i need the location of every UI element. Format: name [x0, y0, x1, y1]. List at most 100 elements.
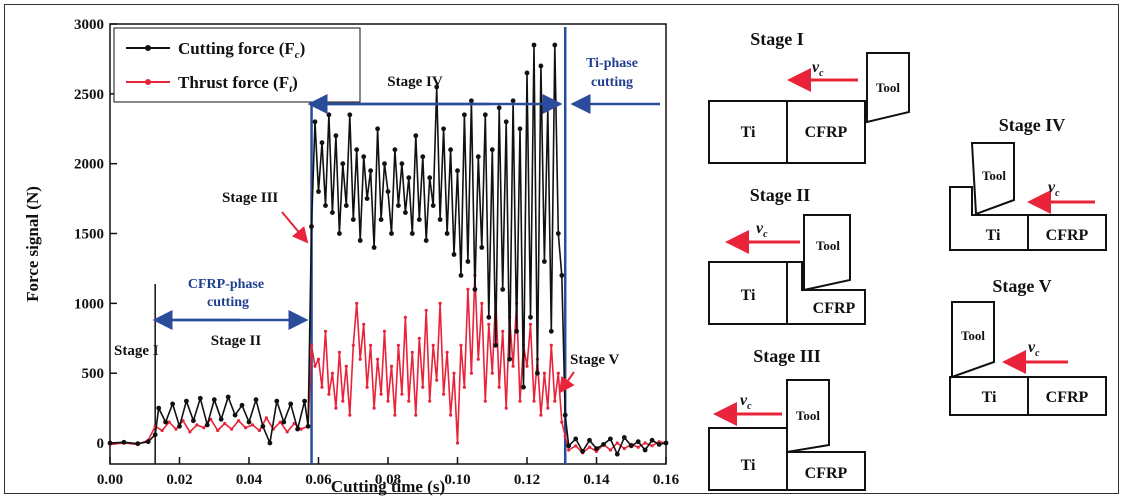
cutting-force-point — [416, 217, 422, 223]
cutting-force-point — [587, 437, 592, 443]
cutting-force-point — [260, 423, 266, 429]
series-layer — [107, 42, 669, 457]
cutting-force-point — [469, 98, 474, 104]
thrust-force-point — [330, 371, 334, 375]
cutting-force-point — [288, 401, 294, 407]
thrust-force-point — [546, 406, 550, 410]
cutting-force-point — [437, 217, 443, 223]
thrust-force-point — [250, 423, 255, 427]
cutting-force-point — [420, 154, 426, 160]
cutting-force-point — [184, 398, 189, 404]
stage2-title: Stage II — [750, 185, 811, 205]
cutting-force-point — [312, 119, 318, 125]
stage1-ti-label: Ti — [741, 124, 756, 141]
thrust-force-point — [309, 343, 314, 347]
x-tick-label: 0.04 — [236, 472, 263, 488]
thrust-force-point — [209, 417, 213, 421]
cutting-force-point — [493, 342, 499, 348]
stage3-label: Stage III — [222, 190, 278, 206]
x-tick-label: 0.12 — [514, 472, 540, 488]
stage5-title: Stage V — [992, 276, 1051, 296]
thrust-force-point — [216, 428, 220, 433]
cutting-force-point — [211, 397, 217, 403]
cutting-force-point — [656, 442, 662, 447]
cutting-force-point — [517, 126, 523, 132]
stage5-cfrp-block — [1027, 376, 1107, 416]
stage1-diagram: Stage I Ti CFRP Tool vc — [708, 29, 910, 164]
thrust-force-point — [313, 364, 317, 368]
stage2-vc-label: vc — [756, 220, 768, 240]
cutting-force-point — [472, 287, 478, 292]
cutting-force-point — [441, 126, 446, 132]
x-tick-label: 0.08 — [375, 472, 401, 488]
cutting-force-point — [562, 412, 568, 418]
cutting-force-point — [649, 437, 655, 443]
cutting-force-point — [357, 238, 363, 243]
cutting-force-point — [614, 451, 620, 457]
x-tick-label: 0.14 — [583, 472, 610, 488]
cutting-force-point — [305, 423, 311, 429]
thrust-force-point — [469, 371, 473, 375]
cutting-force-point — [555, 231, 561, 236]
cutting-force-point — [225, 394, 231, 400]
cutting-force-point — [399, 161, 405, 167]
stage1-tool — [866, 52, 910, 124]
thrust-force-point — [487, 322, 491, 326]
thrust-force-point — [174, 427, 178, 431]
cutting-force-point — [444, 231, 450, 236]
y-tick-label: 1000 — [74, 296, 104, 312]
cutting-force-point — [486, 314, 492, 320]
cutting-force-point — [548, 328, 554, 334]
stage5-label: Stage V — [570, 352, 619, 368]
y-axis-label: Force signal (N) — [23, 186, 42, 302]
thrust-force-point — [442, 392, 446, 396]
cutting-force-point — [482, 112, 488, 118]
thrust-force-point — [351, 343, 355, 347]
thrust-force-point — [382, 329, 387, 333]
stage1-vc-label: vc — [812, 59, 824, 79]
cutting-force-point — [392, 147, 398, 153]
cutting-force-point — [503, 119, 509, 125]
cutting-force-point — [559, 273, 565, 278]
thrust-force-point — [327, 392, 331, 396]
thrust-force-point — [341, 399, 345, 403]
cutting-force-point — [330, 210, 335, 216]
thrust-force-point — [435, 378, 439, 382]
cutting-force-point — [552, 42, 558, 48]
stage5-tool-label: Tool — [961, 328, 985, 343]
cutting-force-point — [121, 439, 127, 445]
cutting-force-point — [378, 217, 384, 223]
thrust-force-point — [431, 343, 435, 347]
stage1-tool-label: Tool — [876, 80, 900, 95]
cutting-force-point — [135, 441, 141, 447]
x-tick-label: 0.02 — [166, 472, 192, 488]
thrust-force-point — [181, 419, 185, 423]
ti-phase-label-2: cutting — [591, 75, 633, 90]
cutting-force-point — [375, 126, 380, 132]
thrust-force-point — [528, 322, 533, 326]
cutting-force-point — [455, 168, 460, 174]
thrust-force-point — [230, 427, 234, 431]
y-tick-label: 1500 — [74, 227, 104, 243]
thrust-force-point — [483, 399, 487, 403]
legend-thrust-label: Thrust force (Ft) — [178, 73, 298, 95]
cutting-force-point — [479, 245, 485, 250]
y-tick-label: 2500 — [74, 87, 104, 103]
stage5-diagram: Stage V Ti CFRP Tool vc — [949, 276, 1107, 416]
stage4-cfrp-block — [1027, 214, 1107, 251]
thrust-force-point — [476, 357, 480, 361]
thrust-force-point — [560, 420, 564, 424]
thrust-force-point — [574, 444, 578, 448]
thrust-force-point — [542, 371, 547, 375]
thrust-force-point — [202, 426, 206, 430]
thrust-force-point — [504, 406, 508, 410]
thrust-force-point — [195, 423, 199, 427]
legend-box — [113, 27, 361, 103]
thrust-force-point — [264, 416, 268, 420]
stage3-pointer — [281, 211, 309, 244]
thrust-force-point — [643, 441, 647, 445]
cutting-force-point — [496, 105, 502, 111]
cutting-force-point — [427, 175, 433, 181]
legend-cutting-label: Cutting force (Fc) — [178, 39, 305, 61]
stage3-cfrp-block — [786, 451, 866, 491]
